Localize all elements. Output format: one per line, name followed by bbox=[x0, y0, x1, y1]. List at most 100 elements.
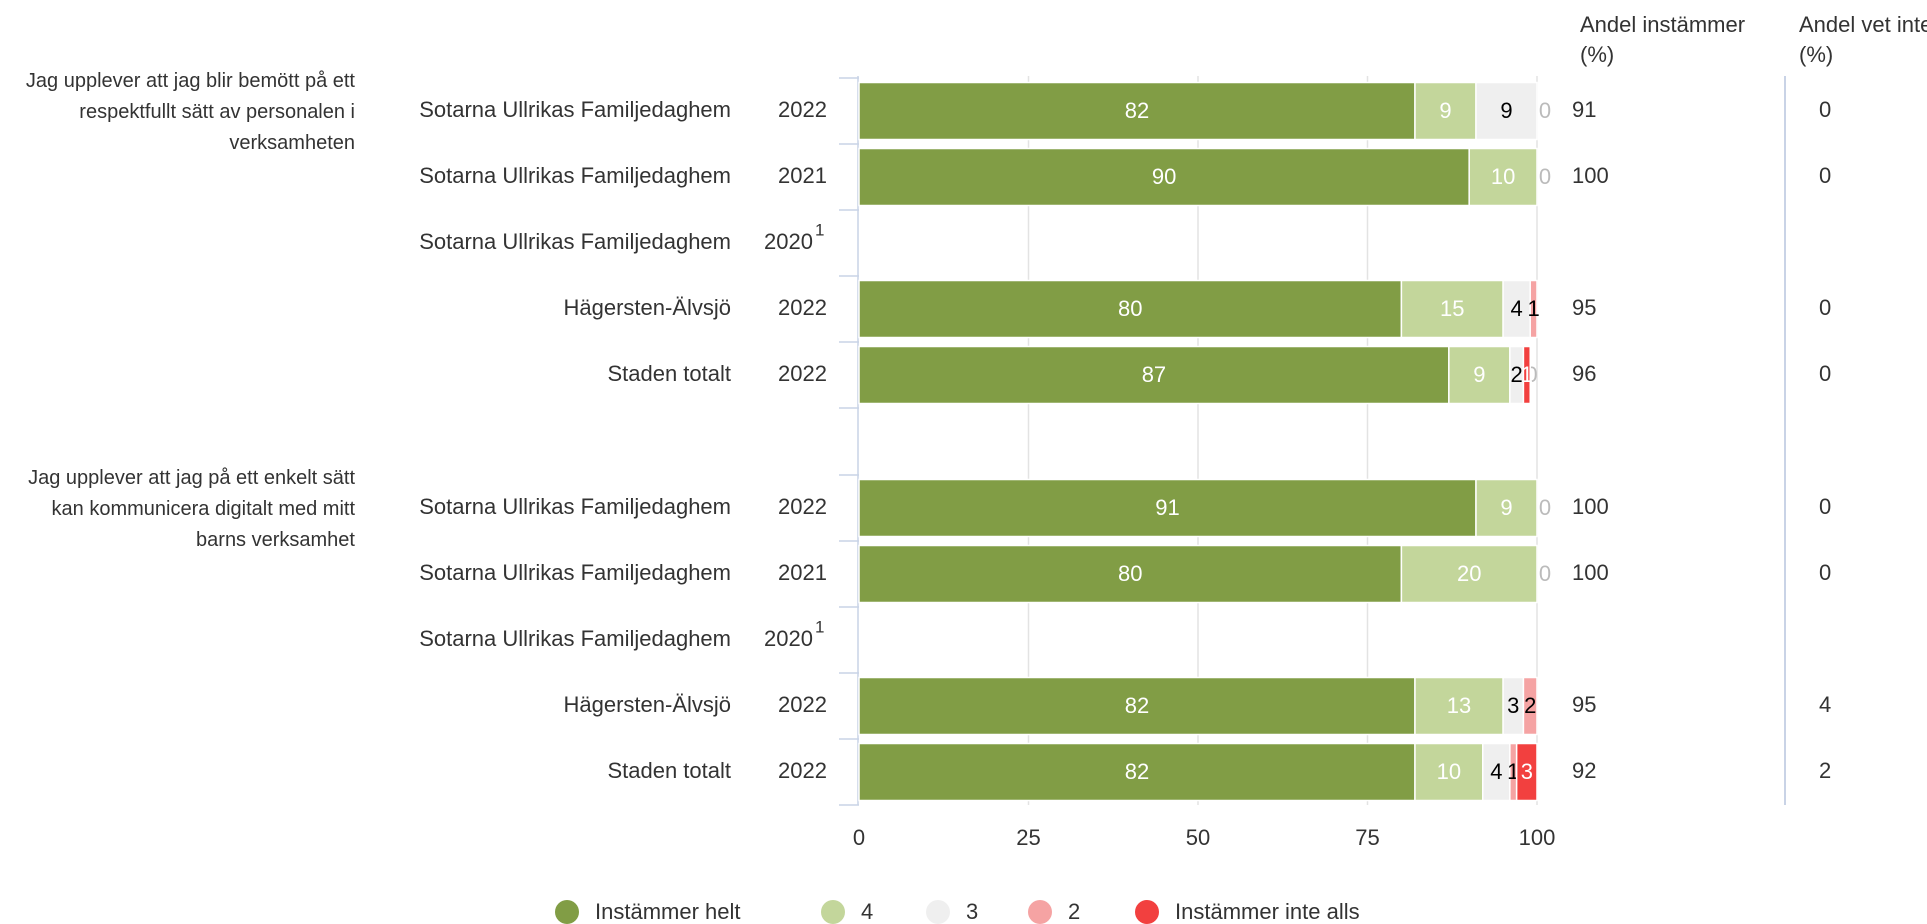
year-label: 2022 bbox=[778, 97, 827, 122]
bar-segment bbox=[858, 81, 1416, 141]
bar-value-label: 4 bbox=[1511, 296, 1523, 321]
category-label: Sotarna Ullrikas Familjedaghem bbox=[419, 494, 731, 519]
bar-value-label: 1 bbox=[1521, 362, 1533, 387]
bar-value-label: 0 bbox=[1539, 495, 1551, 520]
legend-label: Instämmer helt bbox=[595, 899, 741, 924]
share-dont-know: 4 bbox=[1819, 692, 1831, 717]
share-agree: 95 bbox=[1572, 295, 1596, 320]
share-dont-know: 0 bbox=[1819, 97, 1831, 122]
bar-segment bbox=[858, 478, 1477, 538]
bar-value-label: 10 bbox=[1437, 759, 1461, 784]
bar-value-label: 82 bbox=[1125, 98, 1149, 123]
legend-label: 2 bbox=[1068, 899, 1080, 924]
bar-value-label: 2 bbox=[1524, 693, 1536, 718]
legend-swatch bbox=[926, 900, 950, 924]
column-header: Andel instämmer (%) bbox=[1580, 12, 1746, 67]
year-label: 2022 bbox=[778, 494, 827, 519]
category-label: Staden totalt bbox=[607, 361, 731, 386]
bar-value-label: 80 bbox=[1118, 296, 1142, 321]
bar-segment bbox=[1414, 81, 1477, 141]
question-title: Jag upplever att jag blir bemött på ett … bbox=[25, 70, 355, 154]
bar-value-label: 3 bbox=[1507, 693, 1519, 718]
share-dont-know: 0 bbox=[1819, 494, 1831, 519]
bar-value-label: 10 bbox=[1491, 164, 1515, 189]
share-agree: 100 bbox=[1572, 560, 1609, 585]
share-agree: 91 bbox=[1572, 97, 1596, 122]
bar-segment bbox=[1414, 676, 1504, 736]
bar-value-label: 13 bbox=[1447, 693, 1471, 718]
year-label: 2022 bbox=[778, 692, 827, 717]
x-tick-label: 0 bbox=[853, 825, 865, 850]
bar-segment bbox=[1522, 345, 1531, 405]
x-tick-label: 75 bbox=[1355, 825, 1379, 850]
bar-segment bbox=[858, 345, 1450, 405]
bar-value-label: 80 bbox=[1118, 561, 1142, 586]
legend-label: 4 bbox=[861, 899, 873, 924]
year-label: 2021 bbox=[778, 560, 827, 585]
share-agree: 92 bbox=[1572, 758, 1596, 783]
year-label: 2020 bbox=[764, 229, 813, 254]
share-dont-know: 0 bbox=[1819, 361, 1831, 386]
bar-value-label: 4 bbox=[1490, 759, 1502, 784]
share-dont-know: 0 bbox=[1819, 163, 1831, 188]
bar-segment bbox=[858, 147, 1470, 207]
category-label: Sotarna Ullrikas Familjedaghem bbox=[419, 229, 731, 254]
year-label: 2022 bbox=[778, 361, 827, 386]
share-agree: 100 bbox=[1572, 163, 1609, 188]
bar-segment bbox=[1400, 279, 1504, 339]
share-dont-know: 0 bbox=[1819, 560, 1831, 585]
share-agree: 100 bbox=[1572, 494, 1609, 519]
bar-segment bbox=[1482, 742, 1511, 802]
year-label: 2022 bbox=[778, 295, 827, 320]
x-tick-label: 50 bbox=[1186, 825, 1210, 850]
column-header: Andel vet inte (%) bbox=[1799, 12, 1927, 67]
share-dont-know: 0 bbox=[1819, 295, 1831, 320]
legend-swatch bbox=[821, 900, 845, 924]
bar-segment bbox=[1414, 742, 1484, 802]
bar-value-label: 3 bbox=[1521, 759, 1533, 784]
legend-swatch bbox=[555, 900, 579, 924]
bar-value-label: 2 bbox=[1511, 362, 1523, 387]
question-title: Jag upplever att jag på ett enkelt sätt … bbox=[28, 467, 355, 551]
bar-value-label: 9 bbox=[1439, 98, 1451, 123]
bar-value-label: 91 bbox=[1155, 495, 1179, 520]
legend-swatch bbox=[1028, 900, 1052, 924]
category-label: Sotarna Ullrikas Familjedaghem bbox=[419, 97, 731, 122]
bar-value-label: 82 bbox=[1125, 693, 1149, 718]
category-label: Hägersten-Älvsjö bbox=[563, 295, 731, 320]
category-label: Sotarna Ullrikas Familjedaghem bbox=[419, 163, 731, 188]
share-agree: 95 bbox=[1572, 692, 1596, 717]
footnote-marker: 1 bbox=[815, 617, 824, 636]
year-label: 2021 bbox=[778, 163, 827, 188]
legend-swatch bbox=[1135, 900, 1159, 924]
x-tick-label: 25 bbox=[1016, 825, 1040, 850]
bar-segment bbox=[1502, 279, 1531, 339]
year-label: 2020 bbox=[764, 626, 813, 651]
bar-value-label: 0 bbox=[1539, 164, 1551, 189]
bar-value-label: 9 bbox=[1500, 495, 1512, 520]
year-label: 2022 bbox=[778, 758, 827, 783]
bar-segment bbox=[1522, 676, 1538, 736]
bar-segment bbox=[1515, 742, 1538, 802]
category-label: Staden totalt bbox=[607, 758, 731, 783]
share-agree: 96 bbox=[1572, 361, 1596, 386]
bar-segment bbox=[858, 742, 1416, 802]
bar-value-label: 87 bbox=[1142, 362, 1166, 387]
bar-segment bbox=[1475, 81, 1538, 141]
footnote-marker: 1 bbox=[815, 220, 824, 239]
bar-value-label: 90 bbox=[1152, 164, 1176, 189]
legend-label: 3 bbox=[966, 899, 978, 924]
bar-segment bbox=[858, 279, 1403, 339]
bar-value-label: 9 bbox=[1473, 362, 1485, 387]
category-label: Sotarna Ullrikas Familjedaghem bbox=[419, 626, 731, 651]
bar-segment bbox=[1400, 544, 1538, 604]
category-label: Sotarna Ullrikas Familjedaghem bbox=[419, 560, 731, 585]
bar-value-label: 20 bbox=[1457, 561, 1481, 586]
bar-segment bbox=[1529, 279, 1538, 339]
bar-value-label: 0 bbox=[1539, 561, 1551, 586]
bar-value-label: 82 bbox=[1125, 759, 1149, 784]
category-label: Hägersten-Älvsjö bbox=[563, 692, 731, 717]
bar-segment bbox=[1448, 345, 1511, 405]
